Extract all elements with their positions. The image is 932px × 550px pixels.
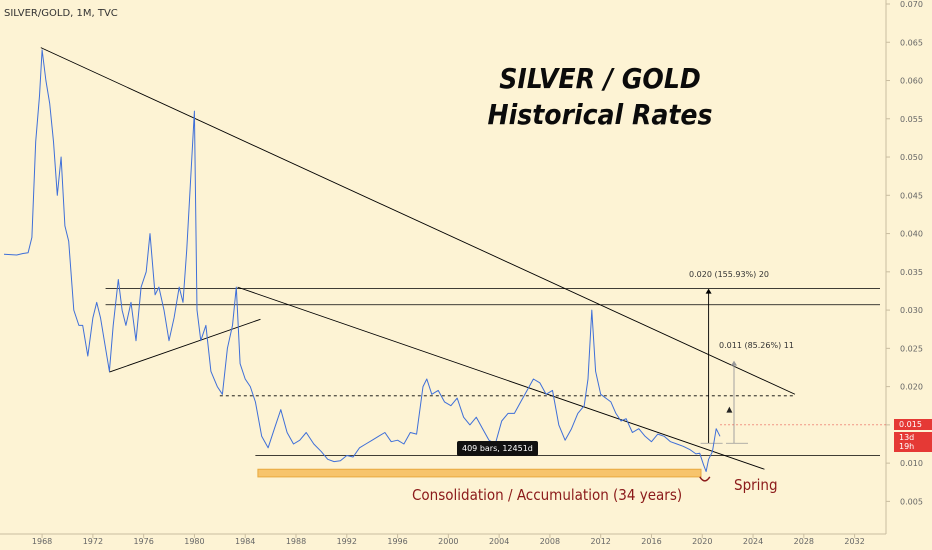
price-series-line — [3, 49, 721, 472]
y-tick-label: 0.055 — [900, 115, 923, 124]
y-tick-label: 0.065 — [900, 38, 923, 47]
x-tick-label: 1984 — [235, 537, 255, 546]
chart-title: SILVER / GOLD — [499, 62, 701, 95]
range-large-label: 0.020 (155.93%) 20 — [689, 270, 770, 279]
y-tick-label: 0.070 — [900, 0, 923, 9]
y-tick-label: 0.035 — [900, 268, 923, 277]
x-tick-label: 1996 — [387, 537, 407, 546]
y-tick-label: 0.060 — [900, 77, 923, 86]
x-tick-label: 2032 — [844, 537, 864, 546]
rocket-icon — [726, 406, 733, 413]
spring-curve — [699, 476, 711, 482]
x-tick-label: 2020 — [692, 537, 712, 546]
x-tick-label: 2028 — [794, 537, 814, 546]
x-tick-label: 2012 — [591, 537, 611, 546]
x-tick-label: 1968 — [32, 537, 52, 546]
y-tick-label: 0.050 — [900, 153, 923, 162]
range-small-label: 0.011 (85.26%) 11 — [719, 341, 794, 350]
y-tick-label: 0.030 — [900, 306, 923, 315]
symbol-header: SILVER/GOLD, 1M, TVC — [4, 8, 118, 19]
spring-label: Spring — [734, 476, 778, 494]
y-tick-label: 0.005 — [900, 497, 923, 506]
trendline-2 — [109, 318, 261, 373]
x-tick-label: 1976 — [133, 537, 153, 546]
bars-count-label: 409 bars, 12451d — [457, 441, 538, 456]
last-price-badge: 0.015 — [894, 419, 932, 430]
chart-subtitle: Historical Rates — [487, 98, 713, 131]
x-tick-label: 1988 — [286, 537, 306, 546]
y-tick-label: 0.045 — [900, 191, 923, 200]
consolidation-band — [257, 468, 702, 478]
x-tick-label: 2024 — [743, 537, 763, 546]
measure-arrow-0 — [705, 288, 712, 294]
x-tick-label: 1980 — [184, 537, 204, 546]
countdown-badge: 13d 19h — [894, 432, 932, 452]
x-tick-label: 2016 — [641, 537, 661, 546]
trendline-1 — [237, 286, 765, 470]
x-tick-label: 2004 — [489, 537, 509, 546]
y-tick-label: 0.020 — [900, 383, 923, 392]
x-tick-label: 2000 — [438, 537, 458, 546]
x-tick-label: 2008 — [540, 537, 560, 546]
y-tick-label: 0.040 — [900, 230, 923, 239]
y-tick-label: 0.010 — [900, 459, 923, 468]
trendline-0 — [40, 47, 796, 395]
x-tick-label: 1992 — [337, 537, 357, 546]
consolidation-label: Consolidation / Accumulation (34 years) — [412, 486, 683, 504]
measure-arrow-1 — [731, 360, 737, 366]
x-tick-label: 1972 — [83, 537, 103, 546]
y-tick-label: 0.025 — [900, 344, 923, 353]
